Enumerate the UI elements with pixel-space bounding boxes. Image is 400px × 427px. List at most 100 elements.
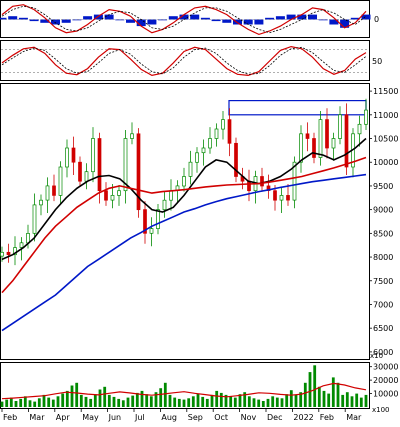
candle-body <box>91 138 95 173</box>
candle-body <box>208 138 212 149</box>
candle-body <box>247 180 251 192</box>
macd-histogram-bar <box>297 14 307 20</box>
macd-histogram-bar <box>200 17 210 20</box>
volume-bar <box>23 396 27 408</box>
candle-body <box>32 204 37 234</box>
volume-bar <box>331 377 335 407</box>
volume-bar <box>252 398 256 407</box>
volume-bar <box>117 398 121 407</box>
price-y-tick-label: 11000 <box>373 111 398 120</box>
volume-bar <box>135 392 139 407</box>
macd-histogram-bar <box>61 19 71 23</box>
candle-body <box>344 114 349 168</box>
candle-body <box>143 209 147 234</box>
macd-histogram-bar <box>0 17 7 20</box>
candle-body <box>357 123 362 135</box>
candle-body <box>136 133 141 211</box>
volume-bar <box>177 398 181 407</box>
volume-bar <box>210 394 214 407</box>
candle-body <box>325 119 329 149</box>
volume-bar <box>37 398 41 407</box>
volume-bar <box>261 401 265 407</box>
macd-histogram-bar <box>254 19 264 25</box>
price-unit-note: x10 <box>370 352 383 360</box>
volume-bar <box>103 386 107 407</box>
volume-bar <box>14 401 18 407</box>
x-axis-tick-label: Apr <box>56 413 71 422</box>
volume-bar <box>65 390 69 407</box>
price-y-tick-label: 10000 <box>373 158 398 167</box>
macd-histogram-bar <box>18 17 28 20</box>
candle-body <box>104 190 108 201</box>
volume-bar <box>149 396 153 408</box>
macd-histogram-bar <box>29 19 39 22</box>
candle-body <box>312 138 316 158</box>
volume-bar <box>159 388 163 407</box>
macd-histogram-bar <box>168 16 178 20</box>
macd-histogram-bar <box>115 19 125 21</box>
macd-histogram-bar <box>158 19 168 21</box>
x-axis-tick-label: 2022 <box>293 413 313 422</box>
macd-signal-line <box>1 5 367 34</box>
volume-bar <box>327 393 331 407</box>
volume-bar <box>19 398 23 407</box>
macd-zero-label: 0 <box>374 15 379 24</box>
macd-histogram-bar <box>104 14 114 20</box>
price-y-tick-label: 11500 <box>373 87 398 96</box>
volume-bar <box>289 390 293 407</box>
price-y-tick-label: 7000 <box>373 301 393 310</box>
price-panel-frame <box>0 83 370 360</box>
volume-bar <box>299 392 303 407</box>
volume-bar <box>145 394 149 407</box>
volume-bar <box>89 398 93 407</box>
candle-body <box>201 147 206 154</box>
volume-bar <box>294 394 298 407</box>
candle-body <box>0 251 4 257</box>
macd-histogram-bar <box>40 19 50 23</box>
candle-body <box>58 166 63 196</box>
x-axis-tick-label: Feb <box>3 413 17 422</box>
short-moving-average-line <box>1 137 367 261</box>
volume-bar <box>336 382 340 407</box>
volume-bar <box>191 396 195 408</box>
volume-bar <box>51 399 55 407</box>
volume-bar <box>257 399 261 407</box>
volume-unit-note: x100 <box>372 406 390 414</box>
volume-moving-average-line <box>1 382 367 400</box>
volume-bar <box>233 397 237 407</box>
volume-bar <box>163 382 167 407</box>
volume-bar <box>187 398 191 407</box>
candle-body <box>84 171 89 182</box>
volume-bar <box>313 365 317 407</box>
candle-body <box>188 161 193 177</box>
price-y-tick-label: 8500 <box>373 229 393 238</box>
volume-bar <box>238 394 242 407</box>
candle-body <box>52 185 56 196</box>
candle-body <box>292 161 297 201</box>
price-y-tick-label: 6000 <box>373 348 393 357</box>
x-axis-tick-label: Jul <box>134 413 145 422</box>
candle-body <box>221 119 225 130</box>
volume-bar <box>93 394 97 407</box>
oscillator-signal-line <box>1 46 367 75</box>
candle-body <box>6 251 11 256</box>
volume-bar <box>70 385 74 407</box>
volume-y-tick-label: 20000 <box>373 376 398 385</box>
volume-bar <box>79 394 83 407</box>
price-panel: 11500 11000 10500 10000 9500 9000 8500 8000 7500… <box>0 87 398 357</box>
price-y-tick-label: 9500 <box>373 182 393 191</box>
volume-bar <box>355 393 359 407</box>
volume-bar <box>303 382 307 407</box>
x-axis-tick-label: Jun <box>108 413 122 422</box>
volume-bar <box>33 401 37 407</box>
candle-body <box>39 199 43 206</box>
candle-body <box>117 190 121 196</box>
macd-histogram-bar <box>275 16 285 20</box>
price-y-tick-label: 9000 <box>373 206 393 215</box>
volume-y-tick-label: 10000 <box>373 390 398 399</box>
macd-histogram-bar <box>93 14 103 20</box>
macd-histogram-bar <box>83 16 93 20</box>
candle-body <box>78 161 82 182</box>
mid-moving-average-line <box>1 156 367 294</box>
